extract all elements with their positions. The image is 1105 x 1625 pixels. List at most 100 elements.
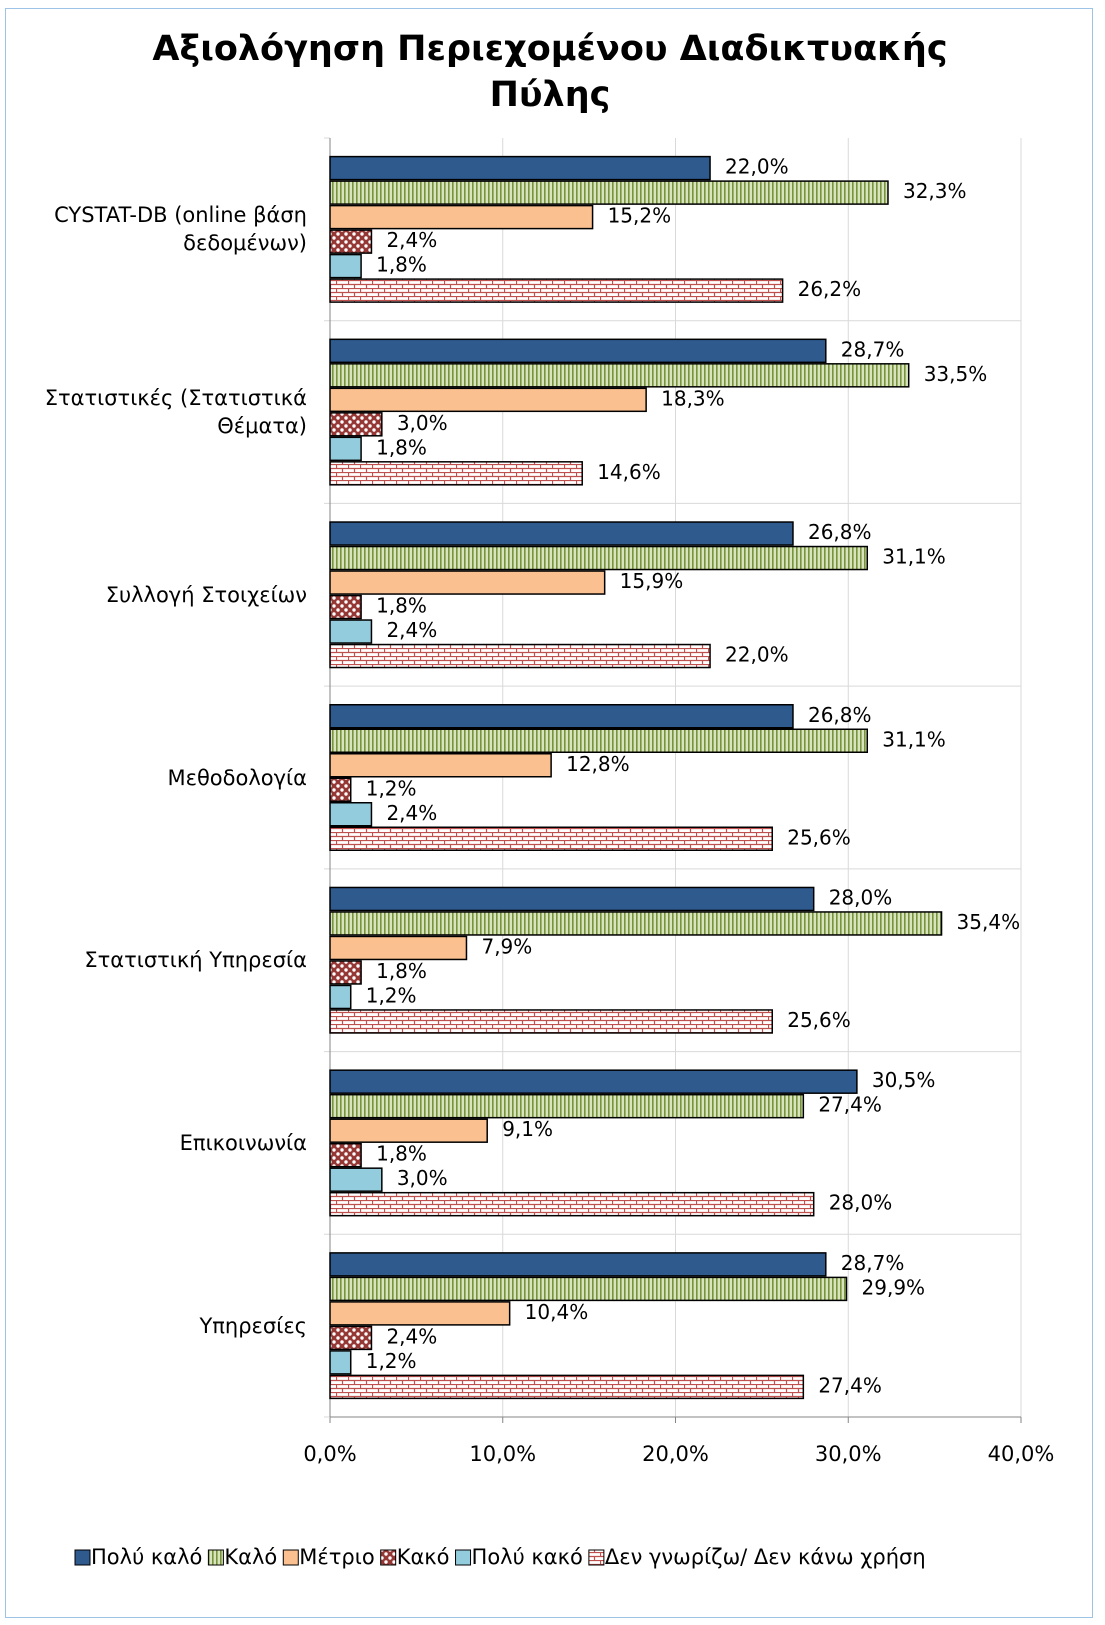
legend-swatch bbox=[455, 1549, 472, 1566]
bar bbox=[329, 278, 784, 303]
bar bbox=[329, 984, 352, 1010]
data-label: 27,4% bbox=[818, 1093, 882, 1117]
data-label: 7,9% bbox=[481, 934, 532, 958]
bar bbox=[329, 1301, 511, 1326]
y-tick-label: Συλλογή Στοιχείων bbox=[105, 582, 307, 607]
data-label: 15,2% bbox=[608, 204, 672, 228]
y-tick-label: Μεθοδολογία bbox=[167, 765, 307, 790]
chart-title: Αξιολόγηση Περιεχομένου Διαδικτυακής Πύλ… bbox=[152, 29, 948, 115]
data-label: 35,4% bbox=[957, 910, 1021, 934]
data-label: 33,5% bbox=[924, 362, 988, 386]
x-tick-label: 40,0% bbox=[988, 1442, 1055, 1466]
bar bbox=[329, 1118, 488, 1143]
data-label: 28,7% bbox=[841, 1251, 905, 1275]
data-label: 12,8% bbox=[566, 752, 630, 776]
data-label: 2,4% bbox=[386, 1324, 437, 1348]
bar bbox=[329, 1142, 362, 1168]
bar bbox=[329, 1350, 352, 1375]
data-label: 32,3% bbox=[903, 179, 967, 203]
data-label: 26,2% bbox=[798, 277, 862, 301]
data-label: 3,0% bbox=[397, 411, 448, 435]
bar bbox=[329, 253, 362, 279]
legend-swatch bbox=[74, 1549, 91, 1566]
data-label: 28,7% bbox=[841, 337, 905, 361]
legend-label: Μέτριο bbox=[299, 1545, 374, 1569]
data-label: 22,0% bbox=[725, 643, 789, 667]
data-label: 31,1% bbox=[882, 545, 946, 569]
data-label: 1,8% bbox=[376, 1142, 427, 1166]
bar bbox=[329, 802, 373, 827]
bar bbox=[329, 461, 583, 486]
bar bbox=[329, 1325, 373, 1351]
bar bbox=[329, 1093, 805, 1119]
bar bbox=[329, 204, 594, 230]
bar bbox=[329, 594, 362, 620]
y-tick-label: Υπηρεσίες bbox=[199, 1313, 307, 1338]
data-label: 14,6% bbox=[597, 460, 661, 484]
data-label: 28,0% bbox=[829, 1191, 893, 1215]
y-tick-label: CYSTAT-DB (online βάση δεδομένων) bbox=[54, 203, 307, 256]
data-label: 10,4% bbox=[525, 1300, 589, 1324]
data-label: 28,0% bbox=[829, 885, 893, 909]
legend-swatch bbox=[282, 1549, 299, 1566]
data-label: 26,8% bbox=[808, 703, 872, 727]
bar bbox=[329, 619, 373, 644]
x-tick-label: 30,0% bbox=[815, 1442, 882, 1466]
bar bbox=[329, 1191, 815, 1217]
bar bbox=[329, 545, 869, 571]
legend-label: Πολύ κακό bbox=[472, 1545, 583, 1569]
bar bbox=[329, 1276, 848, 1302]
legend-swatch bbox=[588, 1549, 605, 1566]
data-label: 29,9% bbox=[862, 1275, 926, 1299]
bar bbox=[329, 753, 552, 778]
legend-label: Καλό bbox=[224, 1545, 277, 1569]
data-label: 2,4% bbox=[386, 801, 437, 825]
bar bbox=[329, 826, 773, 851]
bar bbox=[329, 777, 352, 802]
data-label: 9,1% bbox=[502, 1117, 553, 1141]
data-label: 31,1% bbox=[882, 727, 946, 751]
legend-label: Πολύ καλό bbox=[91, 1545, 202, 1569]
data-label: 25,6% bbox=[787, 825, 851, 849]
bar bbox=[329, 338, 827, 364]
data-label: 2,4% bbox=[386, 228, 437, 252]
data-label: 27,4% bbox=[818, 1373, 882, 1397]
bar bbox=[329, 1374, 805, 1400]
data-label: 3,0% bbox=[397, 1166, 448, 1190]
bar bbox=[329, 886, 815, 912]
data-label: 26,8% bbox=[808, 520, 872, 544]
bar bbox=[329, 1009, 773, 1034]
bar bbox=[329, 935, 468, 961]
bar bbox=[329, 911, 943, 936]
chart-frame bbox=[5, 8, 1093, 1618]
data-label: 25,6% bbox=[787, 1008, 851, 1032]
legend-swatch bbox=[380, 1549, 397, 1566]
data-label: 18,3% bbox=[661, 386, 725, 410]
bar bbox=[329, 570, 606, 595]
bar bbox=[329, 229, 373, 254]
data-label: 22,0% bbox=[725, 155, 789, 179]
data-label: 1,2% bbox=[366, 1349, 417, 1373]
bar bbox=[329, 643, 711, 669]
data-label: 1,8% bbox=[376, 435, 427, 459]
bar bbox=[329, 180, 889, 205]
bar bbox=[329, 728, 869, 753]
bar bbox=[329, 1167, 383, 1192]
data-label: 15,9% bbox=[620, 569, 684, 593]
bar bbox=[329, 1069, 858, 1094]
bar bbox=[329, 363, 910, 388]
bar bbox=[329, 436, 362, 462]
y-tick-label: Επικοινωνία bbox=[179, 1130, 307, 1155]
x-tick-label: 10,0% bbox=[469, 1442, 536, 1466]
bar bbox=[329, 960, 362, 985]
bar bbox=[329, 521, 794, 546]
data-label: 1,8% bbox=[376, 594, 427, 618]
data-label: 1,8% bbox=[376, 959, 427, 983]
bar bbox=[329, 412, 383, 437]
bar bbox=[329, 387, 647, 413]
data-label: 2,4% bbox=[386, 618, 437, 642]
data-label: 1,2% bbox=[366, 776, 417, 800]
legend-label: Δεν γνωρίζω/ Δεν κάνω χρήση bbox=[605, 1545, 926, 1569]
